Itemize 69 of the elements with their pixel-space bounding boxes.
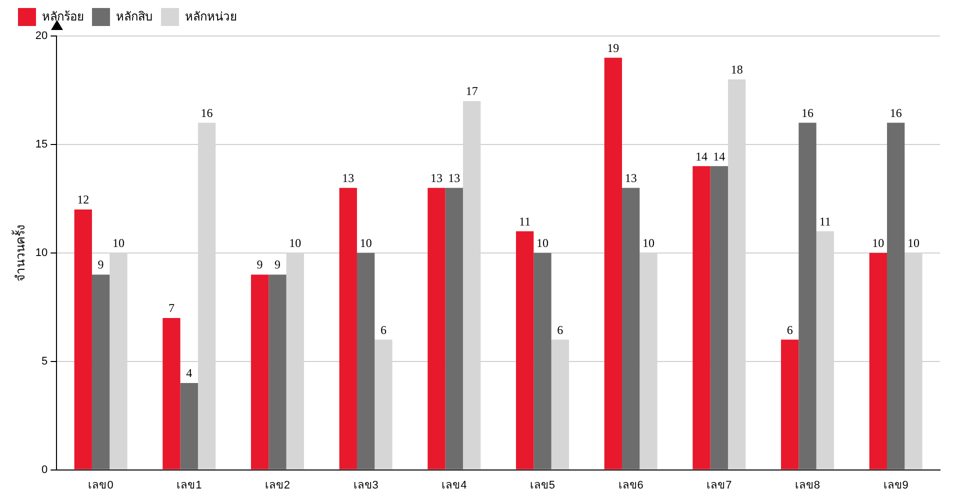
- bar: [445, 188, 463, 470]
- data-label: 13: [342, 170, 354, 185]
- y-tick-label: 10: [35, 246, 48, 259]
- bar: [74, 210, 92, 470]
- data-label: 10: [872, 236, 884, 250]
- legend-label: หลักสิบ: [116, 9, 153, 24]
- x-tick-label: เลข8: [794, 479, 820, 492]
- bar: [180, 383, 198, 470]
- x-tick-label: เลข6: [618, 479, 644, 492]
- data-label: 16: [200, 106, 213, 120]
- y-tick-label: 20: [35, 30, 48, 42]
- data-label: 10: [289, 236, 302, 250]
- data-label: 18: [730, 62, 743, 77]
- x-tick-label: เลข1: [176, 479, 202, 492]
- data-label: 13: [624, 170, 637, 185]
- data-label: 9: [274, 258, 280, 272]
- data-label: 4: [186, 366, 192, 380]
- bar: [250, 274, 269, 470]
- x-tick-label: เลข4: [442, 479, 467, 492]
- data-label: 13: [448, 170, 460, 185]
- bar: [798, 122, 816, 470]
- data-label: 10: [642, 236, 654, 250]
- data-label: 11: [819, 214, 831, 228]
- x-tick-label: เลข5: [530, 479, 556, 492]
- y-axis-title: จำนวนครั้ง: [12, 224, 28, 282]
- bar: [692, 166, 710, 470]
- y-tick-label: 15: [35, 138, 48, 150]
- bar: [92, 274, 110, 470]
- data-label: 11: [519, 214, 531, 228]
- bar: [780, 340, 799, 470]
- bar: [428, 188, 446, 470]
- data-label: 6: [380, 322, 386, 337]
- bar: [162, 318, 180, 470]
- legend-label: หลักร้อย: [42, 9, 84, 24]
- bar: [356, 252, 375, 470]
- bar: [604, 58, 622, 470]
- y-tick-label: 5: [42, 355, 48, 368]
- data-label: 6: [557, 322, 564, 337]
- bar: [869, 252, 887, 470]
- x-tick-label: เลข7: [706, 479, 732, 492]
- data-label: 7: [168, 301, 174, 316]
- bar: [534, 252, 552, 470]
- bar: [887, 122, 905, 470]
- bar: [516, 231, 534, 470]
- bar: [268, 274, 286, 470]
- data-label: 10: [908, 236, 920, 250]
- bar: [622, 188, 640, 470]
- bar: [710, 166, 728, 470]
- data-label: 9: [256, 258, 263, 272]
- data-label: 16: [801, 106, 814, 120]
- data-label: 6: [786, 322, 793, 337]
- data-label: 10: [112, 236, 124, 250]
- data-label: 10: [360, 236, 372, 250]
- x-tick-label: เลข0: [88, 479, 114, 492]
- data-label: 17: [466, 84, 478, 98]
- data-label: 16: [890, 106, 902, 120]
- x-tick-label: เลข9: [883, 479, 908, 492]
- data-label: 14: [713, 149, 726, 164]
- data-label: 10: [536, 236, 548, 250]
- data-label: 12: [77, 192, 90, 207]
- data-label: 9: [98, 258, 104, 272]
- x-tick-label: เลข2: [264, 479, 290, 492]
- data-label: 19: [607, 40, 620, 55]
- x-tick-label: เลข3: [353, 479, 378, 492]
- legend-label: หลักหน่วย: [185, 9, 237, 24]
- data-label: 14: [695, 149, 708, 164]
- data-label: 13: [430, 170, 442, 185]
- bar: [339, 188, 357, 470]
- y-tick-label: 0: [42, 464, 48, 476]
